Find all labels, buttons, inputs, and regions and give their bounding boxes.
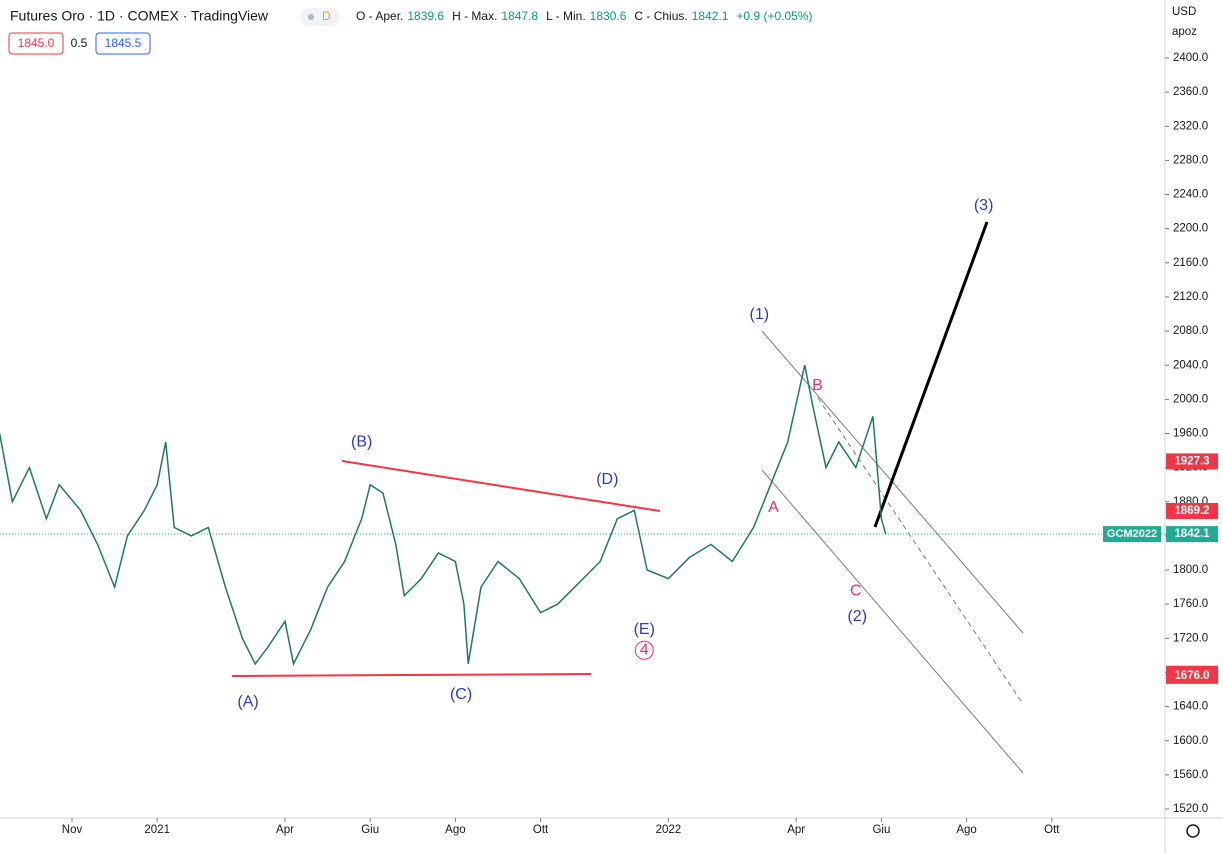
y-tick-label: 2000.0 [1173, 393, 1208, 405]
price-tag [1166, 502, 1218, 519]
y-tick-label: 2040.0 [1173, 359, 1208, 371]
wave-label: A [768, 499, 779, 516]
wave-label: (2) [847, 608, 867, 625]
price-tag-label: 1869.2 [1174, 505, 1209, 517]
x-tick-label: Nov [62, 824, 83, 836]
ohlc-value: 1830.6 [590, 9, 627, 23]
y-tick-label: 1760.0 [1173, 598, 1208, 610]
channel-median[interactable] [817, 397, 1024, 705]
buy-box[interactable] [95, 32, 151, 55]
wave-label: (A) [237, 694, 258, 711]
badge-dot [308, 14, 314, 20]
x-tick-label: Ott [1044, 824, 1060, 836]
wave-label: 4 [640, 641, 649, 658]
wave-label: (D) [596, 471, 618, 488]
sell-box[interactable] [8, 32, 64, 55]
ohlc-value: 1842.1 [692, 9, 729, 23]
x-tick-label: Apr [276, 824, 294, 836]
y-tick-label: 1800.0 [1173, 564, 1208, 576]
price-tag-label: 1676.0 [1174, 670, 1209, 682]
wave-circle [634, 640, 654, 660]
y-tick-label: 1520.0 [1173, 803, 1208, 815]
wave-label: (B) [351, 433, 372, 450]
y-tick-label: 2120.0 [1173, 291, 1208, 303]
y-tick-label: 2360.0 [1173, 86, 1208, 98]
x-tick-label: Giu [361, 824, 379, 836]
badge-bg [300, 8, 340, 26]
wave-label: (E) [634, 621, 655, 638]
spread: 0.5 [71, 36, 88, 50]
wave-label: (3) [974, 197, 994, 214]
x-tick-label: 2022 [656, 824, 682, 836]
triangle-lower[interactable] [231, 673, 592, 677]
x-tick-label: Apr [787, 824, 805, 836]
ohlc-label: L - Min. [546, 9, 586, 23]
price-tag [1166, 453, 1218, 470]
x-tick-label: 2021 [144, 824, 170, 836]
symbol-tag-label: GCM2022 [1107, 528, 1157, 540]
y-tick-label: 2400.0 [1173, 52, 1208, 64]
currency[interactable]: USD [1172, 6, 1196, 18]
symbol-title: Futures Oro · 1D · COMEX · TradingView [10, 8, 269, 24]
price-tag [1166, 526, 1218, 543]
x-tick-label: Ott [533, 824, 549, 836]
symbol-tag [1103, 526, 1161, 543]
y-tick-label: 2280.0 [1173, 154, 1208, 166]
change: +0.9 (+0.05%) [736, 9, 812, 23]
y-tick-label: 2160.0 [1173, 257, 1208, 269]
ohlc-legend: O - Aper. 1839.6 H - Max. 1847.8 L - Min. 183… [356, 9, 812, 23]
y-tick-label: 2240.0 [1173, 189, 1208, 201]
buy-price: 1845.5 [105, 36, 142, 50]
y-tick-label: 1600.0 [1173, 735, 1208, 747]
y-tick-label: 1640.0 [1173, 701, 1208, 713]
y-tick-label: 1560.0 [1173, 769, 1208, 781]
wave-label: B [812, 377, 823, 394]
sell-price: 1845.0 [18, 36, 55, 50]
ohlc-label: H - Max. [452, 9, 497, 23]
wave-label: (1) [749, 306, 769, 323]
price-tag-label: 1927.3 [1174, 455, 1209, 467]
y-tick-label: 2200.0 [1173, 223, 1208, 235]
price-tag-label: 1842.1 [1174, 528, 1210, 540]
wave-label: (C) [450, 686, 472, 703]
x-tick-label: Giu [872, 824, 890, 836]
y-tick-label: 1720.0 [1173, 632, 1208, 644]
y-tick-label: 2080.0 [1173, 325, 1208, 337]
price-tag [1166, 667, 1218, 684]
ohlc-value: 1847.8 [501, 9, 538, 23]
y-tick-label: 1960.0 [1173, 428, 1208, 440]
x-tick-label: Ago [956, 824, 976, 836]
ohlc-label: O - Aper. [356, 9, 403, 23]
channel-lower[interactable] [761, 469, 1024, 774]
triangle-upper[interactable] [341, 460, 661, 512]
settings-icon[interactable] [1186, 824, 1200, 838]
y-tick-label: 2320.0 [1173, 120, 1208, 132]
x-tick-label: Ago [445, 824, 465, 836]
price-line [0, 365, 887, 667]
projection-line[interactable] [873, 221, 989, 528]
badge: D [322, 9, 331, 23]
ohlc-label: C - Chius. [634, 9, 687, 23]
wave-label: C [850, 583, 862, 600]
ohlc-value: 1839.6 [407, 9, 444, 23]
scale-mode[interactable]: apoz [1172, 26, 1197, 38]
